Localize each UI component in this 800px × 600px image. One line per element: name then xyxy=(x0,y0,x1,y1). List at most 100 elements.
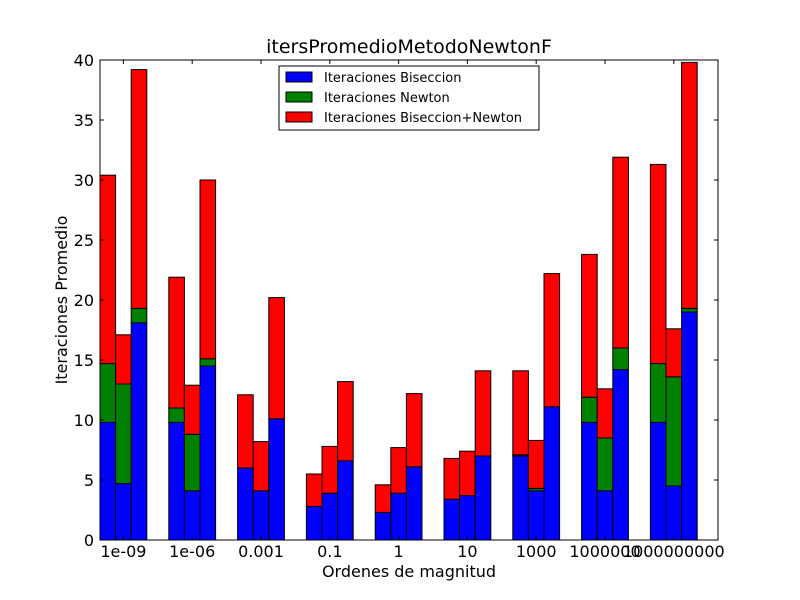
y-tick-label: 10 xyxy=(74,411,94,430)
bar-segment xyxy=(168,421,185,541)
bar-segment xyxy=(665,328,683,378)
y-tick-label: 35 xyxy=(74,111,94,130)
bar-segment xyxy=(130,322,148,541)
x-tick-label: 1000000000 xyxy=(623,542,725,561)
legend-swatch xyxy=(285,111,313,123)
bar-segment xyxy=(543,406,561,541)
bar-segment xyxy=(681,307,698,313)
bar-segment xyxy=(581,396,598,423)
bar-segment xyxy=(474,370,492,457)
bar-segment xyxy=(115,383,132,485)
bar-segment xyxy=(321,445,339,494)
bar-segment xyxy=(305,505,323,541)
bar-segment xyxy=(459,495,476,541)
bar-segment xyxy=(374,511,392,541)
bar-segment xyxy=(183,384,201,435)
x-tick-label: 1000000 xyxy=(569,542,640,561)
y-tick-label: 5 xyxy=(84,471,94,490)
x-ticks-layer: 1e-09 1e-06 0.001 0.1 1 10 1000 100000010000000… xyxy=(100,60,725,561)
y-tick-label: 40 xyxy=(74,51,94,70)
y-tick-label: 15 xyxy=(74,351,94,370)
chart-title: itersPromedioMetodoNewtonF xyxy=(266,36,552,58)
bar-segment xyxy=(665,376,683,487)
legend-entry-label: Iteraciones Biseccion+Newton xyxy=(324,111,522,126)
bar-segment xyxy=(405,466,423,541)
bar-segment xyxy=(168,407,185,423)
bar-segment xyxy=(527,490,545,541)
legend-box xyxy=(278,65,540,131)
bar-segment xyxy=(443,457,461,500)
bar-segment xyxy=(183,433,201,492)
bar-segment xyxy=(252,441,270,492)
bar-segment xyxy=(612,156,629,349)
bar-segment xyxy=(512,455,529,541)
bar-segment xyxy=(321,492,339,541)
bar-segment xyxy=(374,484,392,513)
bar-segment xyxy=(237,394,254,469)
legend-entry-label: Iteraciones Newton xyxy=(324,91,450,106)
y-tick-label: 25 xyxy=(74,231,94,250)
bar-segment xyxy=(596,388,614,439)
x-tick-label: 1 xyxy=(394,542,404,561)
bar-segment xyxy=(443,498,461,541)
bar-segment xyxy=(512,370,529,456)
bar-segment xyxy=(681,61,698,309)
bar-segment xyxy=(405,393,423,468)
x-tick-label: 10 xyxy=(457,542,477,561)
plot-frame xyxy=(99,59,719,541)
y-ticks-layer: 0 5 10 15 20 25 30 35 40 xyxy=(74,51,718,550)
bar-segment xyxy=(649,163,667,365)
bar-segment xyxy=(581,421,598,541)
x-tick-label: 1000 xyxy=(516,542,557,561)
bar-segment xyxy=(305,473,323,507)
bar-segment xyxy=(99,363,117,423)
y-tick-label: 0 xyxy=(84,531,94,550)
bar-segment xyxy=(115,483,132,541)
bar-segment xyxy=(199,179,217,360)
bar-segment xyxy=(665,485,683,541)
bars-layer xyxy=(99,61,698,541)
bar-segment xyxy=(474,455,492,541)
bar-segment xyxy=(130,69,148,309)
legend-swatch xyxy=(285,71,313,83)
bar-segment xyxy=(115,334,132,385)
bar-segment xyxy=(612,347,629,371)
bar-segment xyxy=(268,418,285,541)
bar-segment xyxy=(199,358,217,367)
bar-segment xyxy=(237,467,254,541)
legend: Iteraciones Biseccion Iteraciones Newton I… xyxy=(278,65,540,131)
x-axis-label: Ordenes de magnitud xyxy=(322,562,496,581)
bar-segment xyxy=(596,437,614,492)
bar-segment xyxy=(99,421,117,541)
bar-segment xyxy=(390,492,407,541)
bar-segment xyxy=(543,273,561,408)
bar-segment xyxy=(130,307,148,324)
bar-segment xyxy=(252,490,270,541)
y-tick-label: 30 xyxy=(74,171,94,190)
legend-swatch xyxy=(285,91,313,103)
bar-segment xyxy=(612,369,629,541)
bar-segment xyxy=(168,276,185,409)
bar-segment xyxy=(649,421,667,541)
bar-segment xyxy=(337,460,354,541)
legend-entry-label: Iteraciones Biseccion xyxy=(324,71,462,86)
bar-segment xyxy=(649,363,667,423)
bar-segment xyxy=(390,447,407,494)
bar-segment xyxy=(681,311,698,541)
bar-segment xyxy=(183,490,201,541)
bar-segment xyxy=(459,450,476,497)
x-tick-label: 1e-06 xyxy=(169,542,215,561)
y-tick-label: 20 xyxy=(74,291,94,310)
x-tick-label: 0.1 xyxy=(317,542,342,561)
y-axis-label: Iteraciones Promedio xyxy=(52,216,71,385)
bar-segment xyxy=(527,439,545,489)
bar-segment xyxy=(596,490,614,541)
x-tick-label: 1e-09 xyxy=(100,542,146,561)
bar-segment xyxy=(581,253,598,398)
bar-segment xyxy=(268,297,285,420)
bar-segment xyxy=(337,381,354,462)
bar-segment xyxy=(199,365,217,541)
x-tick-label: 0.001 xyxy=(238,542,284,561)
bar-segment xyxy=(99,174,117,365)
